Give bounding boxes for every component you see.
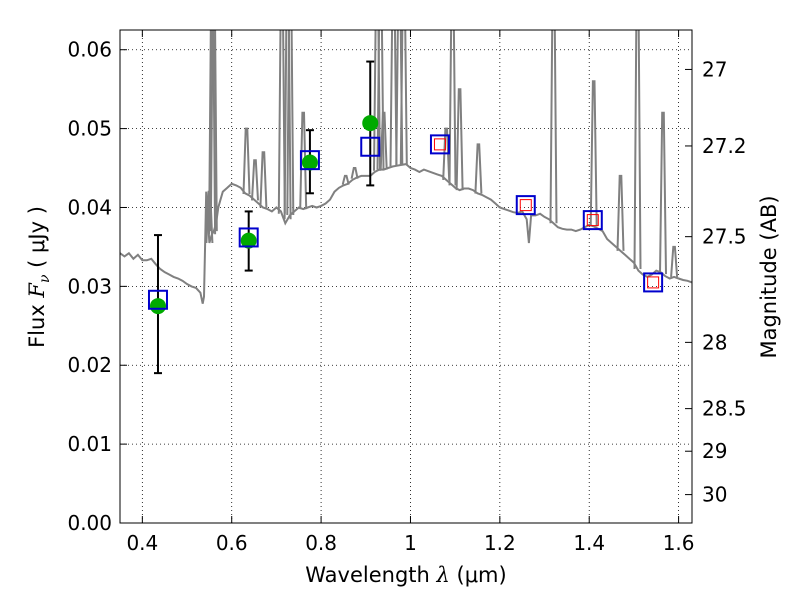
model-flux-box <box>515 195 536 216</box>
model-points <box>147 134 664 310</box>
y-tick-label: 0.04 <box>67 195 112 219</box>
y2-tick-label: 27 <box>702 57 727 81</box>
model-flux-box <box>643 272 664 293</box>
emission-spike <box>209 30 218 232</box>
x-tick-label: 1.2 <box>484 531 516 555</box>
y2-tick-label: 29 <box>702 439 727 463</box>
error-bars <box>153 60 375 375</box>
y-tick-label: 0.03 <box>67 274 112 298</box>
y-tick-label: 0.01 <box>67 432 112 456</box>
axis-ticks <box>120 30 692 524</box>
emission-spike <box>341 174 350 185</box>
x-tick-label: 0.8 <box>305 531 337 555</box>
emission-spike <box>455 88 464 191</box>
y2-tick-label: 28 <box>702 330 727 354</box>
observed-flux-point <box>362 115 379 132</box>
emission-spike <box>251 159 259 201</box>
y2-tick-label: 30 <box>702 483 727 507</box>
x-tick-labels: 0.4 0.6 0.8 1 1.2 1.4 1.6 <box>126 531 694 555</box>
y-tick-label: 0.06 <box>67 38 112 62</box>
emission-spike <box>670 245 679 277</box>
emission-spike <box>376 30 385 170</box>
observed-flux-point <box>301 154 318 171</box>
model-flux-inner-box <box>433 138 446 151</box>
model-flux-inner-box <box>519 199 532 212</box>
emission-spike <box>633 30 642 270</box>
y-tick-labels: 0.00 0.01 0.02 0.03 0.04 0.05 0.06 <box>67 38 112 535</box>
model-flux-box <box>429 134 450 155</box>
x-tick-label: 1 <box>404 531 417 555</box>
observed-flux-point <box>240 232 257 249</box>
y2-tick-label: 27.2 <box>702 134 747 158</box>
x-tick-label: 1.4 <box>573 531 605 555</box>
y2-tick-label: 27.5 <box>702 225 747 249</box>
plot-area <box>120 30 692 375</box>
emission-spike <box>259 151 268 208</box>
emission-spike <box>616 174 625 251</box>
emission-spike <box>389 30 398 167</box>
x-axis-label: Wavelength λ (μm) <box>305 563 506 587</box>
model-flux-inner-box <box>586 214 599 227</box>
model-flux-box <box>299 150 320 171</box>
observed-points <box>149 115 379 315</box>
emission-spikes <box>205 30 679 277</box>
emission-spike <box>379 111 388 170</box>
emission-spike <box>589 80 598 227</box>
y2-tick-label: 28.5 <box>702 397 747 421</box>
emission-spike <box>350 167 359 179</box>
y-tick-label: 0.00 <box>67 511 112 535</box>
y-axis-label: Flux Fν ( μJy ) <box>25 206 53 348</box>
emission-spike <box>283 30 292 220</box>
y2-tick-labels: 27 27.2 27.5 28 28.5 29 30 <box>702 57 747 506</box>
model-flux-box <box>582 210 603 231</box>
emission-spike <box>549 30 558 224</box>
y-tick-label: 0.05 <box>67 117 112 141</box>
emission-spike <box>659 111 667 275</box>
model-flux-box <box>360 136 381 157</box>
y-tick-label: 0.02 <box>67 353 112 377</box>
emission-spike <box>448 30 457 186</box>
emission-spike <box>208 30 217 235</box>
x-tick-label: 0.6 <box>216 531 248 555</box>
sed-line <box>120 163 692 304</box>
emission-spike <box>399 30 408 165</box>
emission-spike <box>286 30 295 216</box>
emission-spike <box>277 30 286 214</box>
emission-spike <box>242 127 251 195</box>
x-tick-label: 1.6 <box>663 531 695 555</box>
observed-flux-point <box>149 298 166 315</box>
model-flux-box <box>238 227 259 248</box>
model-flux-inner-box <box>647 276 660 289</box>
x-tick-label: 0.4 <box>126 531 158 555</box>
plot-frame <box>119 29 693 524</box>
y2-axis-label: Magnitude (AB) <box>757 195 781 358</box>
model-flux-box <box>147 289 168 310</box>
emission-spike <box>474 143 483 194</box>
